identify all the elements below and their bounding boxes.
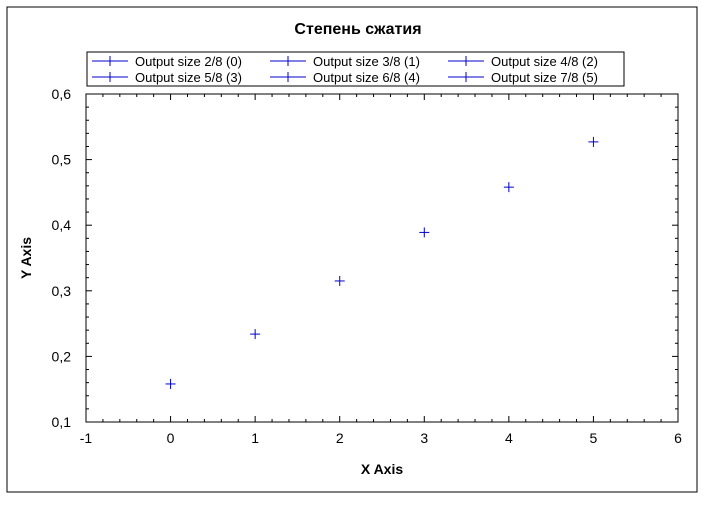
plot-area	[85, 93, 679, 423]
y-tick-label: 0,5	[52, 152, 72, 168]
legend: Output size 2/8 (0) Output size 3/8 (1) Ou…	[92, 54, 598, 85]
x-tick-label: 2	[336, 430, 344, 446]
x-tick-label: -1	[80, 430, 93, 446]
y-tick-label: 0,4	[52, 217, 72, 233]
legend-label: Output size 6/8 (4)	[313, 70, 420, 85]
y-axis-label: Y Axis	[18, 237, 34, 279]
x-tick-label: 0	[167, 430, 175, 446]
data-points	[165, 136, 599, 389]
x-tick-label: 5	[590, 430, 598, 446]
chart-title: Степень сжатия	[294, 21, 421, 38]
legend-label: Output size 2/8 (0)	[135, 54, 242, 69]
y-tick-label: 0,3	[52, 283, 72, 299]
data-point	[165, 378, 176, 389]
legend-box	[86, 51, 625, 87]
x-tick-label: 1	[251, 430, 259, 446]
legend-label: Output size 7/8 (5)	[491, 70, 598, 85]
y-tick-label: 0,6	[52, 86, 72, 102]
legend-item: Output size 6/8 (4)	[270, 70, 420, 85]
data-point	[588, 136, 599, 147]
x-tick-label: 3	[420, 430, 428, 446]
legend-label: Output size 4/8 (2)	[491, 54, 598, 69]
x-tick-label: 6	[674, 430, 682, 446]
data-point	[419, 227, 430, 238]
data-point	[250, 329, 261, 340]
x-axis-label: X Axis	[361, 461, 403, 477]
x-tick-label: 4	[505, 430, 513, 446]
y-tick-label: 0,1	[52, 414, 72, 430]
axes: -1 0 1 2 3 4 5 6 0,1 0,2 0,3 0,4 0,5 0,6	[52, 86, 683, 446]
data-point	[334, 275, 345, 286]
legend-label: Output size 5/8 (3)	[135, 70, 242, 85]
legend-label: Output size 3/8 (1)	[313, 54, 420, 69]
legend-item: Output size 4/8 (2)	[448, 54, 598, 69]
legend-item: Output size 3/8 (1)	[270, 54, 420, 69]
legend-item: Output size 5/8 (3)	[92, 70, 242, 85]
legend-item: Output size 7/8 (5)	[448, 70, 598, 85]
data-point	[503, 182, 514, 193]
legend-item: Output size 2/8 (0)	[92, 54, 242, 69]
y-tick-label: 0,2	[52, 348, 72, 364]
